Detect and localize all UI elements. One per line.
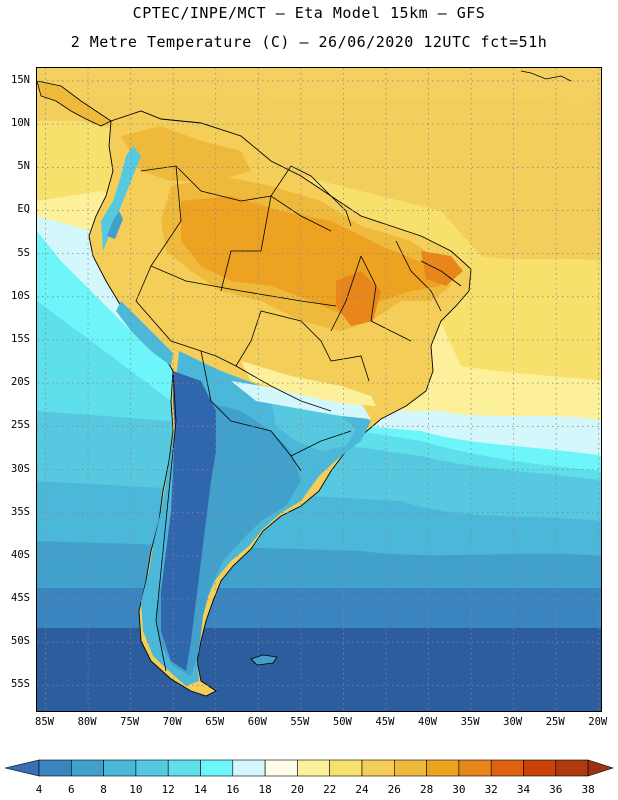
longitude-label: 25W	[546, 716, 565, 728]
colorbar-arrow-low	[5, 760, 39, 776]
colorbar-swatch	[201, 760, 233, 776]
longitude-label: 20W	[588, 716, 607, 728]
colorbar-label: 28	[420, 783, 433, 796]
latitude-label: 20S	[11, 376, 30, 388]
colorbar-swatch	[136, 760, 168, 776]
colorbar-swatch	[427, 760, 459, 776]
colorbar-label: 22	[323, 783, 336, 796]
latitude-label: 15S	[11, 333, 30, 345]
latitude-label: 40S	[11, 549, 30, 561]
colorbar-label: 30	[452, 783, 465, 796]
latitude-label: 5S	[17, 247, 30, 259]
longitude-label: 75W	[120, 716, 139, 728]
colorbar-swatch	[394, 760, 426, 776]
longitude-label: 40W	[418, 716, 437, 728]
colorbar-label: 20	[291, 783, 304, 796]
colorbar-label: 16	[226, 783, 239, 796]
colorbar-label: 4	[36, 783, 43, 796]
colorbar-label: 34	[517, 783, 530, 796]
colorbar-swatch	[297, 760, 329, 776]
longitude-label: 65W	[205, 716, 224, 728]
colorbar-label: 18	[258, 783, 271, 796]
longitude-label: 35W	[461, 716, 480, 728]
latitude-label: 25S	[11, 419, 30, 431]
colorbar-label: 6	[68, 783, 75, 796]
colorbar-swatch	[265, 760, 297, 776]
longitude-label: 50W	[333, 716, 352, 728]
longitude-label: 85W	[35, 716, 54, 728]
colorbar-swatch	[330, 760, 362, 776]
colorbar-swatch	[459, 760, 491, 776]
colorbar-swatch	[39, 760, 71, 776]
latitude-label: 10S	[11, 290, 30, 302]
longitude-label: 45W	[375, 716, 394, 728]
longitude-label: 30W	[503, 716, 522, 728]
colorbar-label: 8	[100, 783, 107, 796]
latitude-label: 35S	[11, 506, 30, 518]
latitude-label: EQ	[17, 203, 30, 215]
colorbar-label: 24	[355, 783, 368, 796]
latitude-label: 5N	[17, 160, 30, 172]
latitude-label: 30S	[11, 463, 30, 475]
colorbar-label: 14	[194, 783, 207, 796]
colorbar-label: 36	[549, 783, 562, 796]
chart-title: CPTEC/INPE/MCT – Eta Model 15km – GFS	[0, 4, 618, 22]
colorbar-label: 10	[129, 783, 142, 796]
colorbar-swatch	[491, 760, 523, 776]
colorbar-label: 38	[581, 783, 594, 796]
chart-subtitle: 2 Metre Temperature (C) – 26/06/2020 12U…	[0, 33, 618, 51]
latitude-label: 55S	[11, 678, 30, 690]
colorbar-swatch	[104, 760, 136, 776]
latitude-label: 45S	[11, 592, 30, 604]
colorbar-swatch	[233, 760, 265, 776]
colorbar-arrow-high	[588, 760, 613, 776]
colorbar-swatch	[524, 760, 556, 776]
longitude-label: 55W	[290, 716, 309, 728]
longitude-label: 60W	[248, 716, 267, 728]
colorbar-swatch	[71, 760, 103, 776]
longitude-label: 80W	[78, 716, 97, 728]
colorbar-label: 32	[485, 783, 498, 796]
latitude-label: 50S	[11, 635, 30, 647]
longitude-label: 70W	[163, 716, 182, 728]
latitude-label: 10N	[11, 117, 30, 129]
colorbar-label: 26	[388, 783, 401, 796]
latitude-label: 15N	[11, 74, 30, 86]
colorbar-swatch	[168, 760, 200, 776]
colorbar-label: 12	[162, 783, 175, 796]
colorbar-swatch	[556, 760, 588, 776]
colorbar-swatch	[362, 760, 394, 776]
temperature-map	[36, 67, 602, 712]
